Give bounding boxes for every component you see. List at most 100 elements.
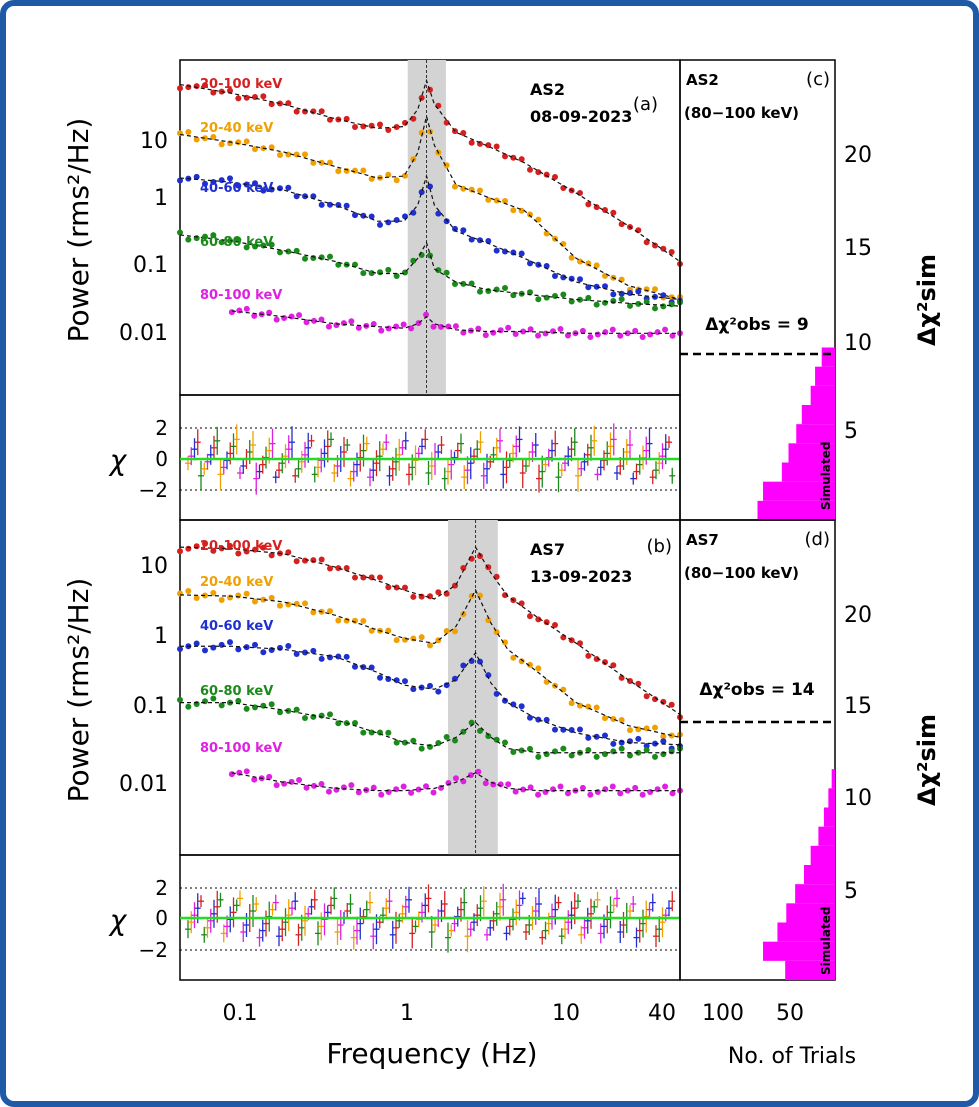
data-point-4-22 — [393, 786, 400, 793]
hist-bar-4 — [795, 884, 835, 904]
panel-b-obs-date: 13-09-2023 — [530, 567, 632, 586]
data-point-1-28 — [410, 156, 417, 163]
data-point-3-49 — [585, 747, 592, 754]
data-point-1-2 — [193, 136, 200, 143]
data-point-4-39 — [520, 328, 527, 335]
data-point-3-40 — [510, 292, 517, 299]
data-point-4-6 — [273, 782, 280, 789]
data-point-0-52 — [610, 662, 617, 669]
data-point-1-8 — [243, 138, 250, 145]
data-point-1-15 — [302, 600, 308, 607]
data-point-2-51 — [602, 283, 608, 290]
data-point-0-41 — [518, 156, 525, 163]
data-point-2-51 — [602, 732, 608, 739]
data-point-0-42 — [527, 613, 533, 620]
data-point-3-12 — [277, 249, 283, 256]
data-point-1-9 — [252, 146, 258, 153]
data-point-0-20 — [343, 115, 350, 122]
data-point-2-0 — [177, 177, 183, 184]
data-point-1-37 — [485, 617, 492, 624]
panel-c-bars — [757, 347, 835, 520]
freq-xlabel: Frequency (Hz) — [326, 1037, 537, 1070]
data-point-0-48 — [577, 190, 583, 197]
data-point-1-18 — [327, 608, 333, 615]
data-point-1-33 — [452, 183, 458, 190]
data-point-0-45 — [552, 174, 558, 181]
chi-a-frame — [179, 394, 681, 521]
data-point-1-34 — [460, 185, 467, 192]
series-label-3: 60-80 keV — [200, 235, 273, 250]
data-point-2-21 — [352, 212, 358, 219]
series-label-1: 20-40 keV — [200, 575, 273, 590]
data-point-0-49 — [585, 652, 592, 659]
data-point-1-30 — [427, 642, 433, 649]
data-point-4-37 — [505, 781, 512, 788]
data-point-1-21 — [352, 167, 358, 174]
data-point-4-56 — [647, 331, 654, 338]
data-point-3-15 — [302, 255, 308, 262]
data-point-1-41 — [518, 658, 525, 665]
data-point-0-31 — [435, 589, 442, 596]
data-point-2-58 — [660, 738, 667, 745]
data-point-2-54 — [627, 738, 633, 745]
data-point-4-12 — [318, 316, 325, 323]
data-point-3-31 — [435, 267, 442, 274]
data-point-0-36 — [477, 553, 483, 560]
c-ytick-5: 5 — [844, 419, 858, 444]
data-point-0-29 — [418, 94, 425, 101]
data-point-0-56 — [643, 693, 650, 700]
data-point-2-3 — [202, 647, 208, 654]
data-point-4-53 — [624, 330, 631, 337]
data-point-2-42 — [527, 714, 533, 721]
data-point-3-7 — [235, 697, 242, 704]
data-point-3-36 — [477, 288, 483, 295]
data-point-2-12 — [277, 644, 283, 651]
data-point-3-17 — [318, 712, 325, 719]
data-point-1-12 — [277, 602, 283, 609]
data-point-0-3 — [202, 540, 208, 547]
hist-bar-6 — [810, 385, 835, 405]
data-point-4-21 — [385, 325, 392, 332]
data-point-1-47 — [568, 254, 575, 261]
hist-bar-5 — [804, 865, 835, 885]
panel-c-label: (c) — [806, 69, 830, 90]
data-point-4-16 — [348, 782, 355, 789]
data-point-3-7 — [235, 236, 242, 243]
data-point-1-20 — [343, 617, 350, 624]
series-label-1: 20-40 keV — [200, 121, 273, 136]
data-point-0-0 — [177, 548, 183, 555]
data-point-2-11 — [268, 647, 275, 654]
data-point-2-53 — [618, 739, 625, 746]
data-point-4-48 — [587, 333, 594, 340]
data-point-0-35 — [468, 139, 475, 146]
data-point-4-34 — [482, 332, 489, 339]
data-point-4-40 — [527, 326, 534, 333]
model-line-4 — [231, 310, 680, 334]
data-point-4-20 — [378, 327, 385, 334]
panel-a-power-spectrum: 20-100 keV 20-40 keV 40-60 keV 60-80 keV 80-… — [119, 59, 683, 396]
data-point-3-24 — [377, 269, 383, 276]
data-point-3-45 — [552, 748, 558, 755]
data-point-4-33 — [475, 325, 482, 332]
series-label-0: 20-100 keV — [200, 539, 282, 554]
data-point-3-56 — [643, 298, 650, 305]
data-point-0-46 — [560, 185, 567, 192]
data-point-3-21 — [352, 720, 358, 727]
data-point-1-46 — [560, 686, 567, 693]
data-point-2-7 — [235, 182, 242, 189]
model-line-1 — [179, 588, 681, 738]
data-point-1-30 — [427, 128, 433, 135]
data-point-1-36 — [477, 592, 483, 599]
hist-bar-0 — [785, 960, 835, 980]
data-point-1-27 — [402, 636, 408, 643]
data-point-1-51 — [602, 272, 608, 279]
hist-bar-10 — [831, 769, 835, 789]
data-point-4-7 — [281, 314, 288, 321]
data-point-3-38 — [493, 286, 500, 293]
data-point-1-26 — [393, 177, 400, 184]
data-point-4-58 — [662, 783, 669, 790]
data-point-4-51 — [609, 326, 616, 333]
data-point-3-29 — [418, 745, 425, 752]
data-point-2-45 — [552, 726, 558, 733]
